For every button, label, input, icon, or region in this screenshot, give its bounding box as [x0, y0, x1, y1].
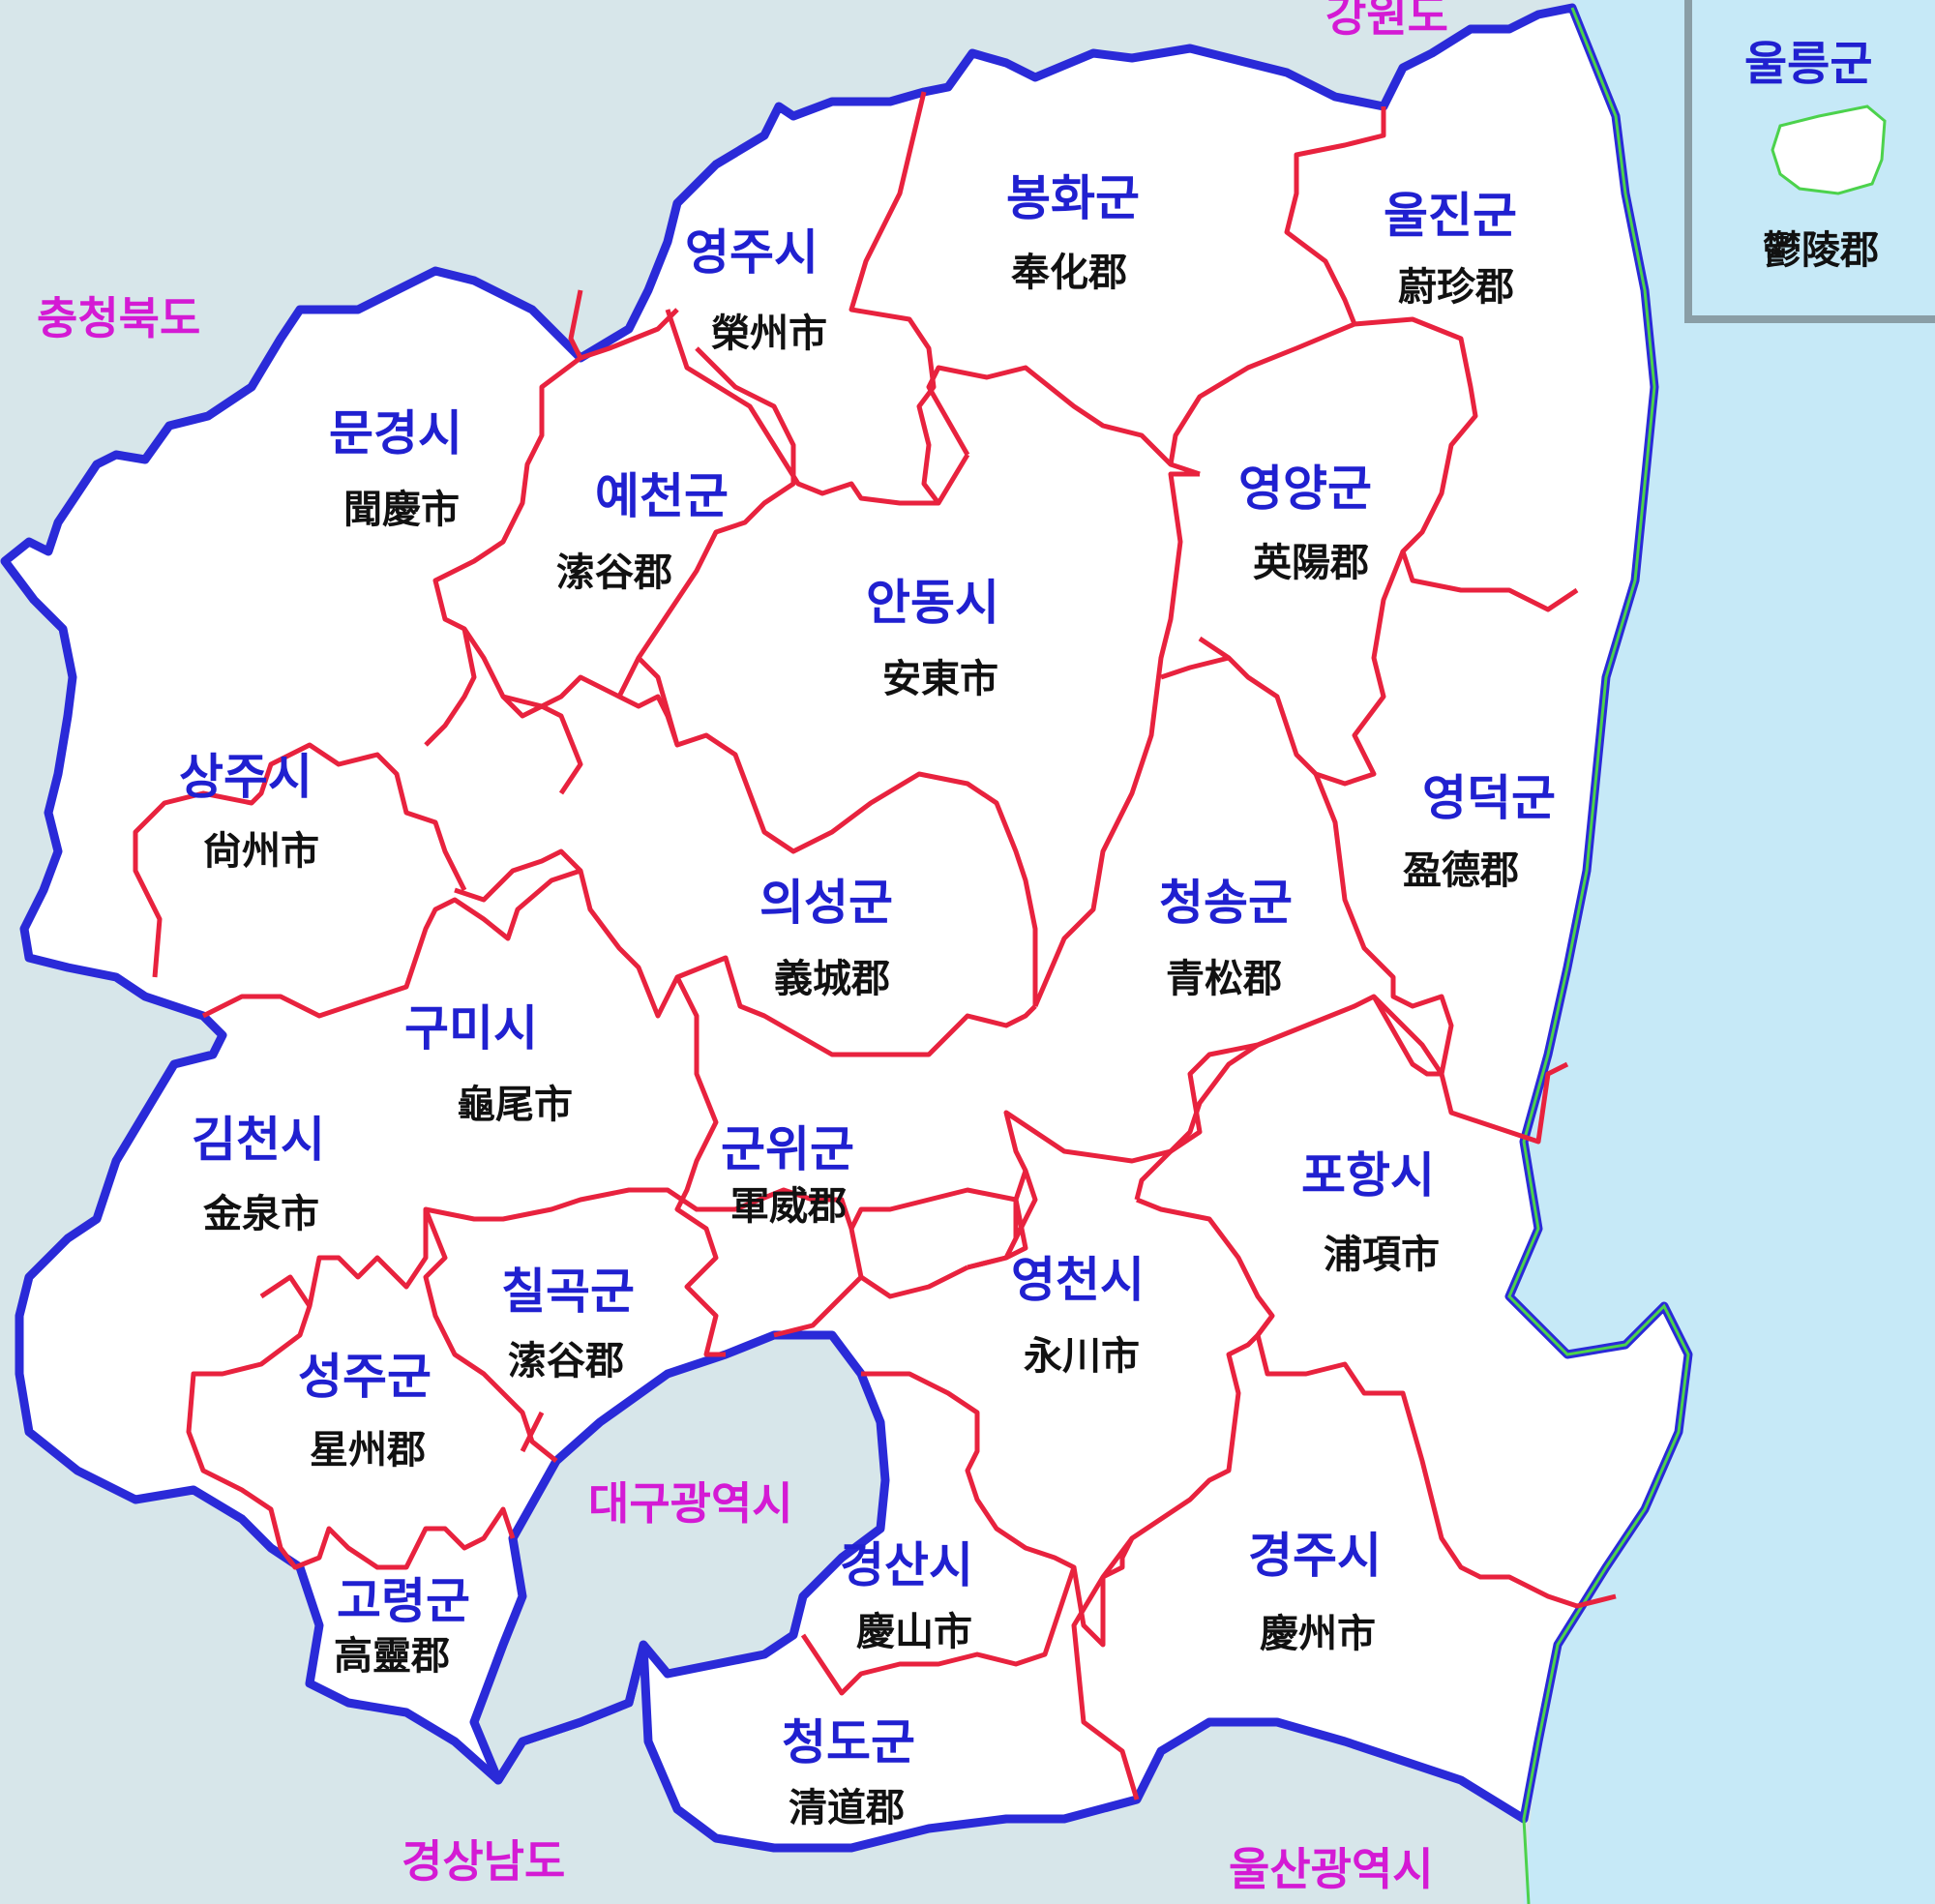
- region-name-mungyeong: 문경시: [329, 405, 462, 461]
- region-hanja-uiseong: 義城郡: [774, 956, 890, 1001]
- region-name-andong: 안동시: [866, 575, 999, 631]
- region-hanja-seongju: 星州郡: [310, 1427, 426, 1473]
- region-hanja-cheongsong: 青松郡: [1166, 956, 1282, 1001]
- region-name-seongju: 성주군: [298, 1349, 432, 1405]
- inset-name-ulleung: 울릉군: [1744, 37, 1872, 91]
- region-name-gyeongsan: 경산시: [840, 1537, 973, 1593]
- region-hanja-gumi: 龜尾市: [457, 1082, 573, 1127]
- region-hanja-yecheon: 溹谷郡: [556, 550, 672, 595]
- region-name-gumi: 구미시: [404, 1000, 538, 1056]
- region-name-bonghwa: 봉화군: [1006, 170, 1140, 226]
- region-hanja-gimcheon: 金泉市: [202, 1191, 319, 1236]
- region-hanja-gunwi: 軍威郡: [730, 1183, 847, 1229]
- region-hanja-goryeong: 高靈郡: [334, 1633, 450, 1679]
- region-names: 영주시 봉화군 울진군 문경시 예천군 안동시 영양군 상주시 영덕군 의성군 …: [179, 170, 1556, 1770]
- region-name-yecheon: 예천군: [595, 468, 729, 524]
- region-hanja-cheongdo: 清道郡: [789, 1785, 905, 1830]
- region-hanja-yeongju: 榮州市: [711, 311, 827, 356]
- ulleung-island: [1771, 104, 1887, 195]
- region-name-yeongyang: 영양군: [1238, 461, 1372, 517]
- region-name-gimcheon: 김천시: [192, 1112, 325, 1168]
- east-sea: [1509, 0, 1935, 1904]
- region-name-goryeong: 고령군: [337, 1573, 470, 1629]
- county-borders: [133, 91, 1617, 1800]
- region-hanja-uljin: 蔚珍郡: [1398, 264, 1514, 310]
- daegu-area: [469, 1330, 890, 1785]
- region-hanja-yeongyang: 英陽郡: [1253, 540, 1369, 585]
- neighbor-label-ulsan: 울산광역시: [1229, 1843, 1434, 1895]
- region-hanja-yeongcheon: 永川市: [1024, 1333, 1140, 1379]
- region-name-sangju: 상주시: [179, 749, 313, 805]
- region-hanja-gyeongsan: 慶山市: [856, 1609, 972, 1654]
- region-hanja-mungyeong: 聞慶市: [343, 487, 460, 532]
- region-hanja-chilgok: 溹谷郡: [508, 1338, 624, 1383]
- region-name-gunwi: 군위군: [721, 1121, 854, 1177]
- region-name-yeongju: 영주시: [685, 224, 819, 281]
- region-name-gyeongju: 경주시: [1248, 1528, 1382, 1584]
- neighbor-labels: 강원도 충청북도 대구광역시 경상남도 울산광역시: [37, 0, 1448, 1895]
- region-name-uljin: 울진군: [1384, 188, 1517, 244]
- region-hanja-gyeongju: 慶州市: [1260, 1611, 1376, 1656]
- inset-hanja-ulleung: 鬱陵郡: [1763, 227, 1879, 273]
- region-hanja-bonghwa: 奉化郡: [1011, 250, 1127, 295]
- neighbor-label-gyeongnam: 경상남도: [402, 1835, 565, 1888]
- region-name-cheongdo: 청도군: [782, 1714, 915, 1770]
- region-name-cheongsong: 청송군: [1159, 875, 1293, 931]
- coastline: [1507, 7, 1690, 1904]
- inset-frame: [1684, 0, 1935, 323]
- region-hanja: 榮州市 奉化郡 蔚珍郡 聞慶市 溹谷郡 安東市 英陽郡 尙州市 盈德郡 義城郡 …: [202, 250, 1519, 1830]
- region-name-yeongcheon: 영천시: [1011, 1252, 1145, 1308]
- neighbor-label-gangwon: 강원도: [1325, 0, 1448, 42]
- neighbor-label-daegu: 대구광역시: [588, 1477, 793, 1530]
- region-name-pohang: 포항시: [1301, 1147, 1435, 1204]
- region-hanja-pohang: 浦項市: [1324, 1232, 1440, 1277]
- neighbor-label-chungbuk: 충청북도: [37, 292, 200, 344]
- region-name-uiseong: 의성군: [759, 875, 893, 931]
- region-name-yeongdeok: 영덕군: [1422, 770, 1556, 826]
- region-hanja-yeongdeok: 盈德郡: [1403, 848, 1519, 893]
- region-hanja-sangju: 尙州市: [203, 828, 319, 874]
- region-hanja-andong: 安東市: [882, 656, 998, 701]
- region-name-chilgok: 칠곡군: [501, 1264, 635, 1320]
